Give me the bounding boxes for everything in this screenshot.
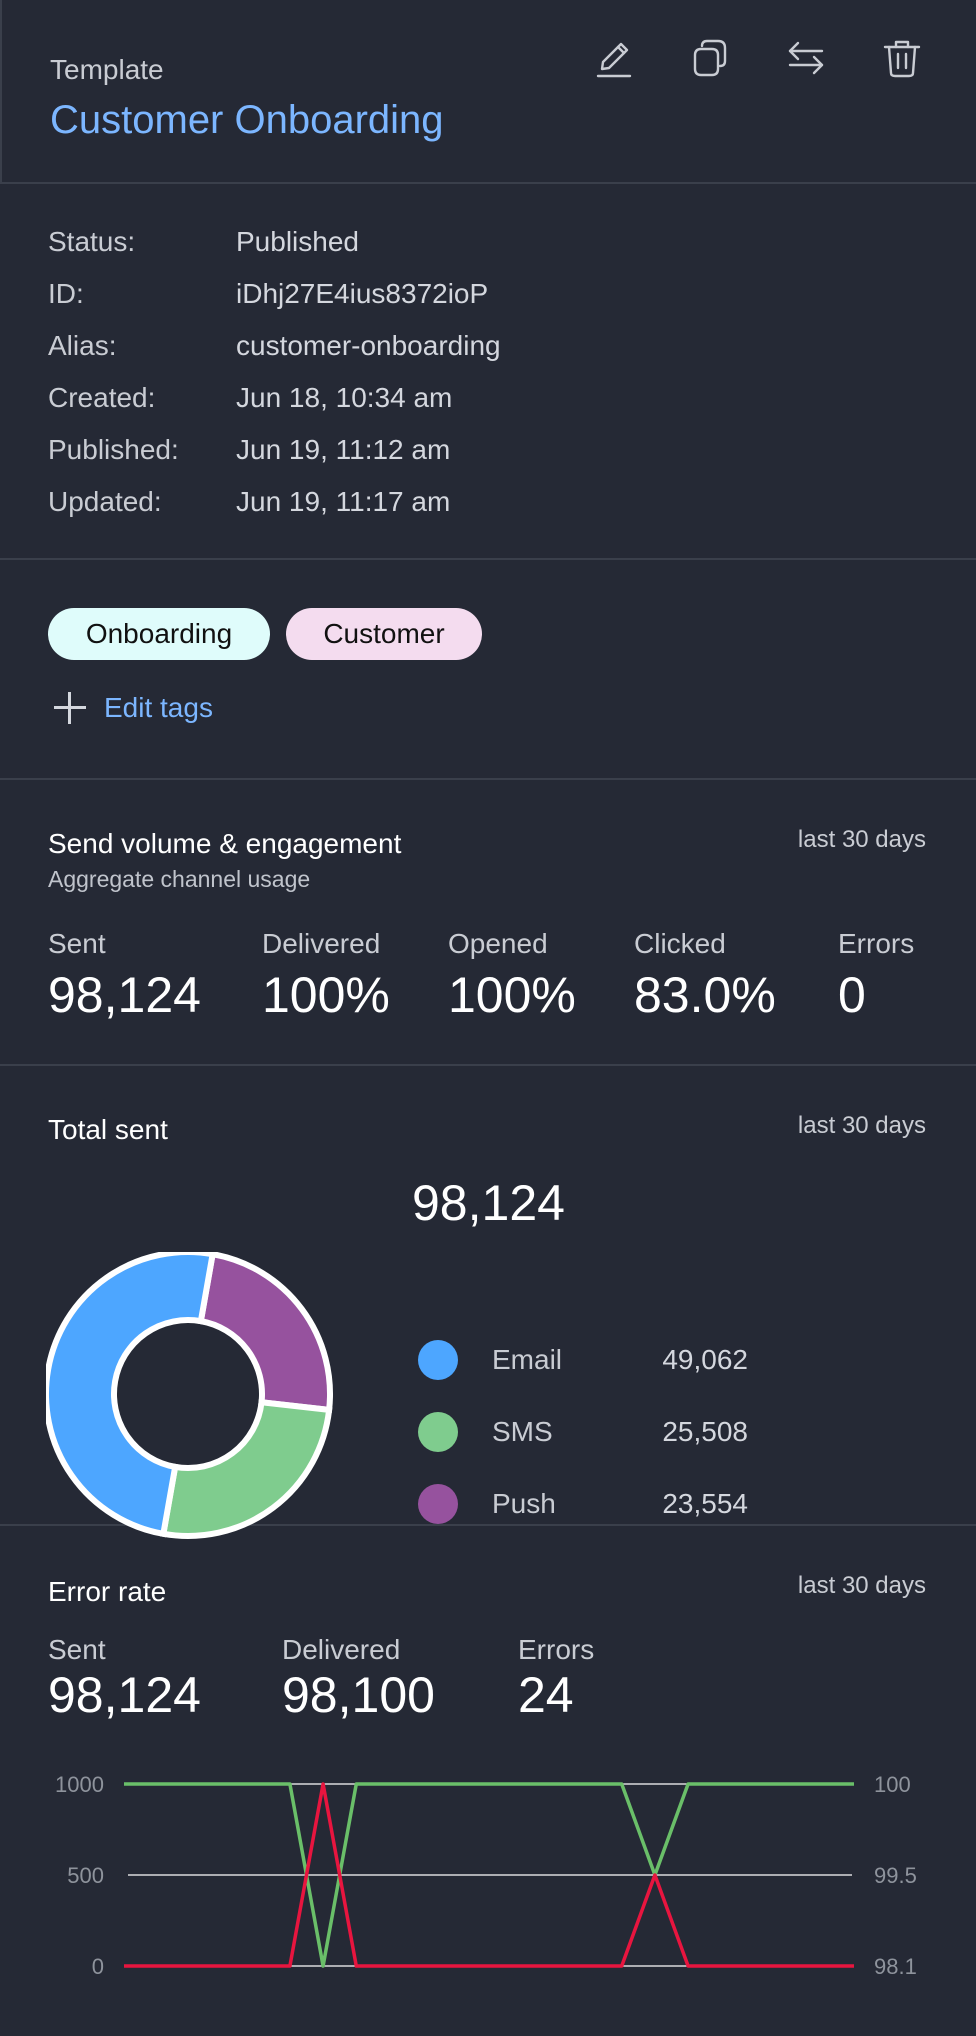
- left-tick-label: 0: [92, 1954, 104, 1979]
- stat-opened: Opened 100%: [448, 928, 576, 1024]
- info-key: Updated:: [48, 486, 162, 517]
- error-rate-range: last 30 days: [797, 1572, 926, 1599]
- info-value: Published: [236, 226, 359, 257]
- stat-label: Opened: [448, 928, 548, 959]
- donut-slice-email: [46, 1252, 217, 1538]
- info-value: Jun 18, 10:34 am: [236, 382, 453, 413]
- info-key: Status:: [48, 226, 136, 257]
- page-title: Customer Onboarding: [50, 98, 444, 142]
- email-dot: [418, 1340, 458, 1380]
- error-stat-errors: Errors 24: [518, 1634, 594, 1724]
- copy-icon: [693, 39, 727, 77]
- stat-delivered: Delivered 100%: [262, 928, 390, 1024]
- info-value: iDhj27E4ius8372ioP: [236, 278, 489, 309]
- info-value: customer-onboarding: [236, 330, 501, 361]
- pencil-icon: [596, 42, 632, 78]
- stat-value: 98,124: [48, 967, 201, 1023]
- series-line-errors: [124, 1782, 854, 1968]
- donut-slice-sms: [159, 1398, 333, 1539]
- legend-name: Email: [492, 1344, 563, 1375]
- info-value: Jun 19, 11:17 am: [236, 486, 451, 517]
- template-toolbar: [590, 30, 926, 86]
- info-row-status: Status: Published: [48, 226, 359, 258]
- total-sent-section: Total sent last 30 days 98,124 Email 49,…: [0, 1066, 976, 1539]
- stat-value: 24: [518, 1667, 574, 1723]
- total-sent-range: last 30 days: [797, 1112, 926, 1139]
- legend-item-push: Push 23,554: [418, 1484, 748, 1524]
- stat-label: Clicked: [634, 928, 726, 959]
- delete-button[interactable]: [878, 30, 926, 86]
- legend-item-email: Email 49,062: [418, 1340, 748, 1380]
- info-key: Created:: [48, 382, 156, 413]
- push-dot: [418, 1484, 458, 1524]
- stat-value: 100%: [262, 967, 390, 1023]
- legend-item-sms: SMS 25,508: [418, 1412, 748, 1452]
- legend-name: SMS: [492, 1416, 553, 1447]
- left-tick-label: 500: [67, 1863, 104, 1888]
- edit-button[interactable]: [590, 30, 638, 86]
- engagement-section: Send volume & engagement Aggregate chann…: [0, 780, 976, 1066]
- error-rate-title: Error rate: [48, 1576, 167, 1607]
- info-row-alias: Alias: customer-onboarding: [48, 330, 501, 362]
- stat-label: Delivered: [282, 1634, 401, 1665]
- edit-tags-label: Edit tags: [104, 692, 213, 723]
- stat-errors: Errors 0: [838, 928, 914, 1024]
- stat-clicked: Clicked 83.0%: [634, 928, 776, 1024]
- channel-donut-chart: [46, 1252, 333, 1539]
- template-details: Status: Published ID: iDhj27E4ius8372ioP…: [0, 184, 976, 560]
- stat-label: Delivered: [262, 928, 381, 959]
- info-row-updated: Updated: Jun 19, 11:17 am: [48, 486, 450, 518]
- swap-button[interactable]: [782, 30, 830, 86]
- duplicate-button[interactable]: [686, 30, 734, 86]
- error-rate-section: Error rate last 30 days Sent 98,124 Deli…: [0, 1526, 976, 2036]
- engagement-title: Send volume & engagement: [48, 828, 402, 859]
- stat-label: Errors: [838, 928, 915, 959]
- stat-label: Sent: [48, 928, 106, 959]
- total-sent-title: Total sent: [48, 1114, 168, 1145]
- error-rate-line-chart: 0 500 1000 98.1 99.5 100: [55, 1772, 917, 1979]
- engagement-range: last 30 days: [797, 826, 926, 853]
- engagement-subtitle: Aggregate channel usage: [48, 866, 311, 892]
- template-header: Template Customer Onboarding: [0, 0, 976, 184]
- template-eyebrow: Template: [50, 54, 164, 85]
- right-tick-label: 99.5: [874, 1863, 917, 1888]
- tag-chip-customer[interactable]: Customer: [286, 608, 482, 660]
- stat-value: 100%: [448, 967, 576, 1023]
- error-stat-sent: Sent 98,124: [48, 1634, 201, 1724]
- stat-sent: Sent 98,124: [48, 928, 201, 1024]
- series-line-delivered: [124, 1782, 854, 1968]
- total-sent-value: 98,124: [412, 1175, 565, 1231]
- stat-value: 98,100: [282, 1667, 435, 1723]
- stat-value: 0: [838, 967, 866, 1023]
- sms-dot: [418, 1412, 458, 1452]
- stat-value: 83.0%: [634, 967, 776, 1023]
- info-row-id: ID: iDhj27E4ius8372ioP: [48, 278, 488, 310]
- error-stat-delivered: Delivered 98,100: [282, 1634, 435, 1724]
- tag-chip-onboarding[interactable]: Onboarding: [48, 608, 270, 660]
- legend-value: 23,554: [662, 1488, 748, 1519]
- info-row-created: Created: Jun 18, 10:34 am: [48, 382, 452, 414]
- tags-section: Onboarding Customer Edit tags: [0, 560, 976, 780]
- info-value: Jun 19, 11:12 am: [236, 434, 451, 465]
- info-key: Alias:: [48, 330, 117, 361]
- right-tick-label: 98.1: [874, 1954, 917, 1979]
- stat-value: 98,124: [48, 1667, 201, 1723]
- info-key: ID:: [48, 278, 84, 309]
- right-tick-label: 100: [874, 1772, 911, 1797]
- legend-name: Push: [492, 1488, 556, 1519]
- legend-value: 49,062: [662, 1344, 748, 1375]
- donut-slice-push: [197, 1252, 333, 1414]
- trash-icon: [883, 40, 921, 78]
- stat-label: Sent: [48, 1634, 106, 1665]
- left-tick-label: 1000: [55, 1772, 104, 1797]
- info-row-published: Published: Jun 19, 11:12 am: [48, 434, 450, 466]
- info-key: Published:: [48, 434, 179, 465]
- edit-tags-button[interactable]: Edit tags: [52, 690, 213, 726]
- plus-icon: [52, 690, 88, 726]
- legend-value: 25,508: [662, 1416, 748, 1447]
- stat-label: Errors: [518, 1634, 595, 1665]
- swap-arrows-icon: [788, 41, 824, 75]
